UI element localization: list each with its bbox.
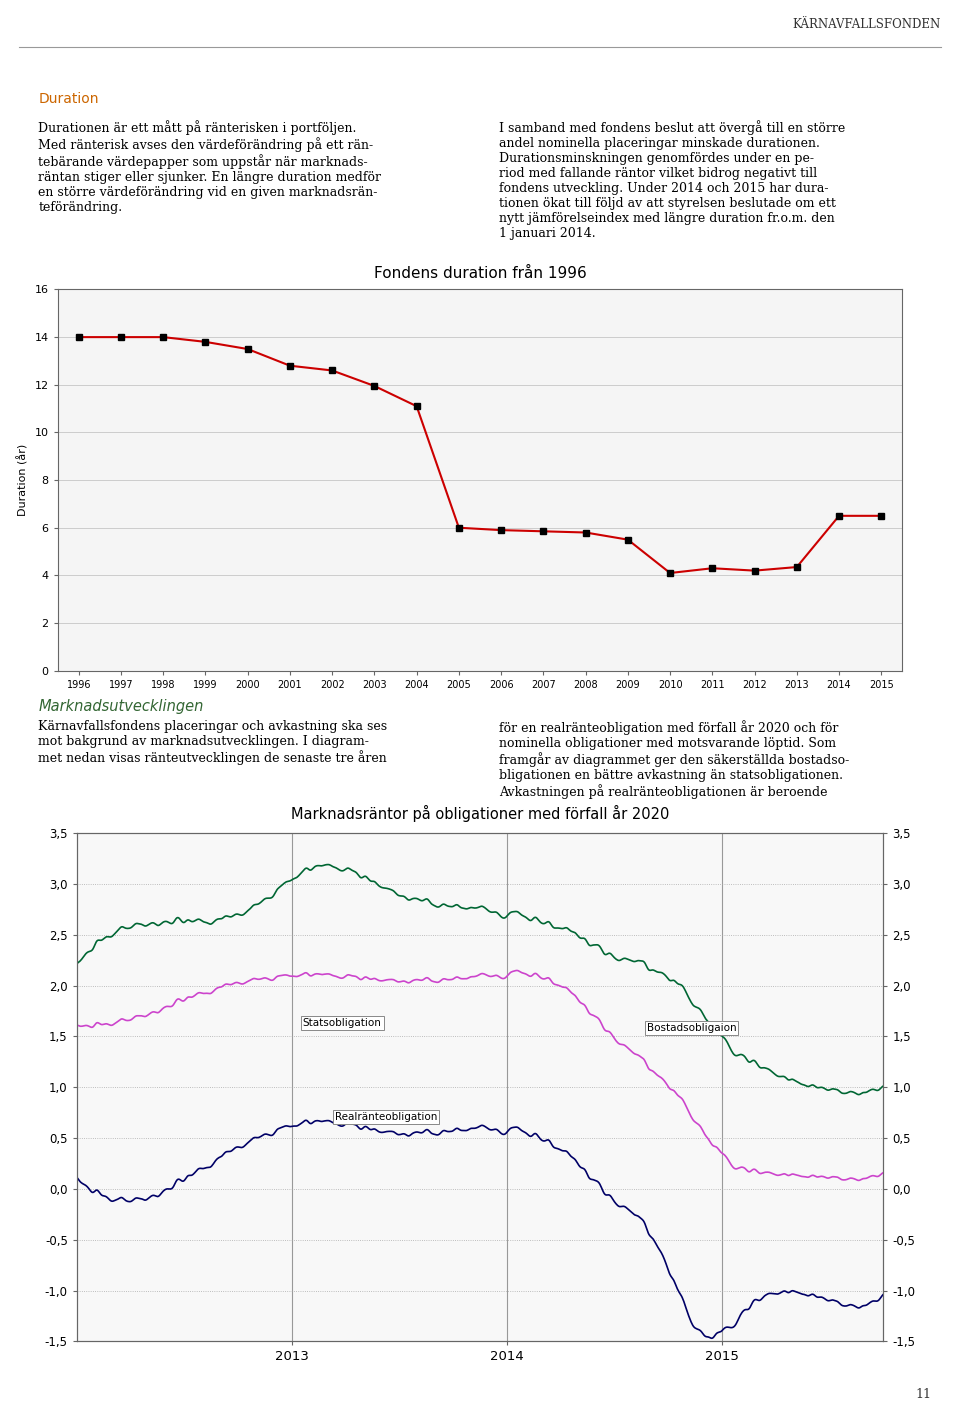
Text: KÄRNAVFALLSFONDEN: KÄRNAVFALLSFONDEN xyxy=(793,18,941,31)
Text: 11: 11 xyxy=(915,1388,931,1401)
Title: Fondens duration från 1996: Fondens duration från 1996 xyxy=(373,267,587,281)
Text: Marknadsutvecklingen: Marknadsutvecklingen xyxy=(38,699,204,714)
Text: Bostadsobligaion: Bostadsobligaion xyxy=(647,1024,736,1034)
Text: Realränteobligation: Realränteobligation xyxy=(335,1111,437,1121)
Text: för en realränteobligation med förfall år 2020 och för
nominella obligationer me: för en realränteobligation med förfall å… xyxy=(499,720,850,799)
Title: Marknadsräntor på obligationer med förfall år 2020: Marknadsräntor på obligationer med förfa… xyxy=(291,805,669,822)
Text: I samband med fondens beslut att övergå till en större
andel nominella placering: I samband med fondens beslut att övergå … xyxy=(499,120,846,240)
Text: Duration: Duration xyxy=(38,92,99,106)
Text: Kärnavfallsfondens placeringar och avkastning ska ses
mot bakgrund av marknadsut: Kärnavfallsfondens placeringar och avkas… xyxy=(38,720,388,765)
Text: Statsobligation: Statsobligation xyxy=(302,1018,381,1028)
Y-axis label: Duration (år): Duration (år) xyxy=(17,443,29,517)
Text: Durationen är ett mått på ränterisken i portföljen.
Med ränterisk avses den värd: Durationen är ett mått på ränterisken i … xyxy=(38,120,381,215)
